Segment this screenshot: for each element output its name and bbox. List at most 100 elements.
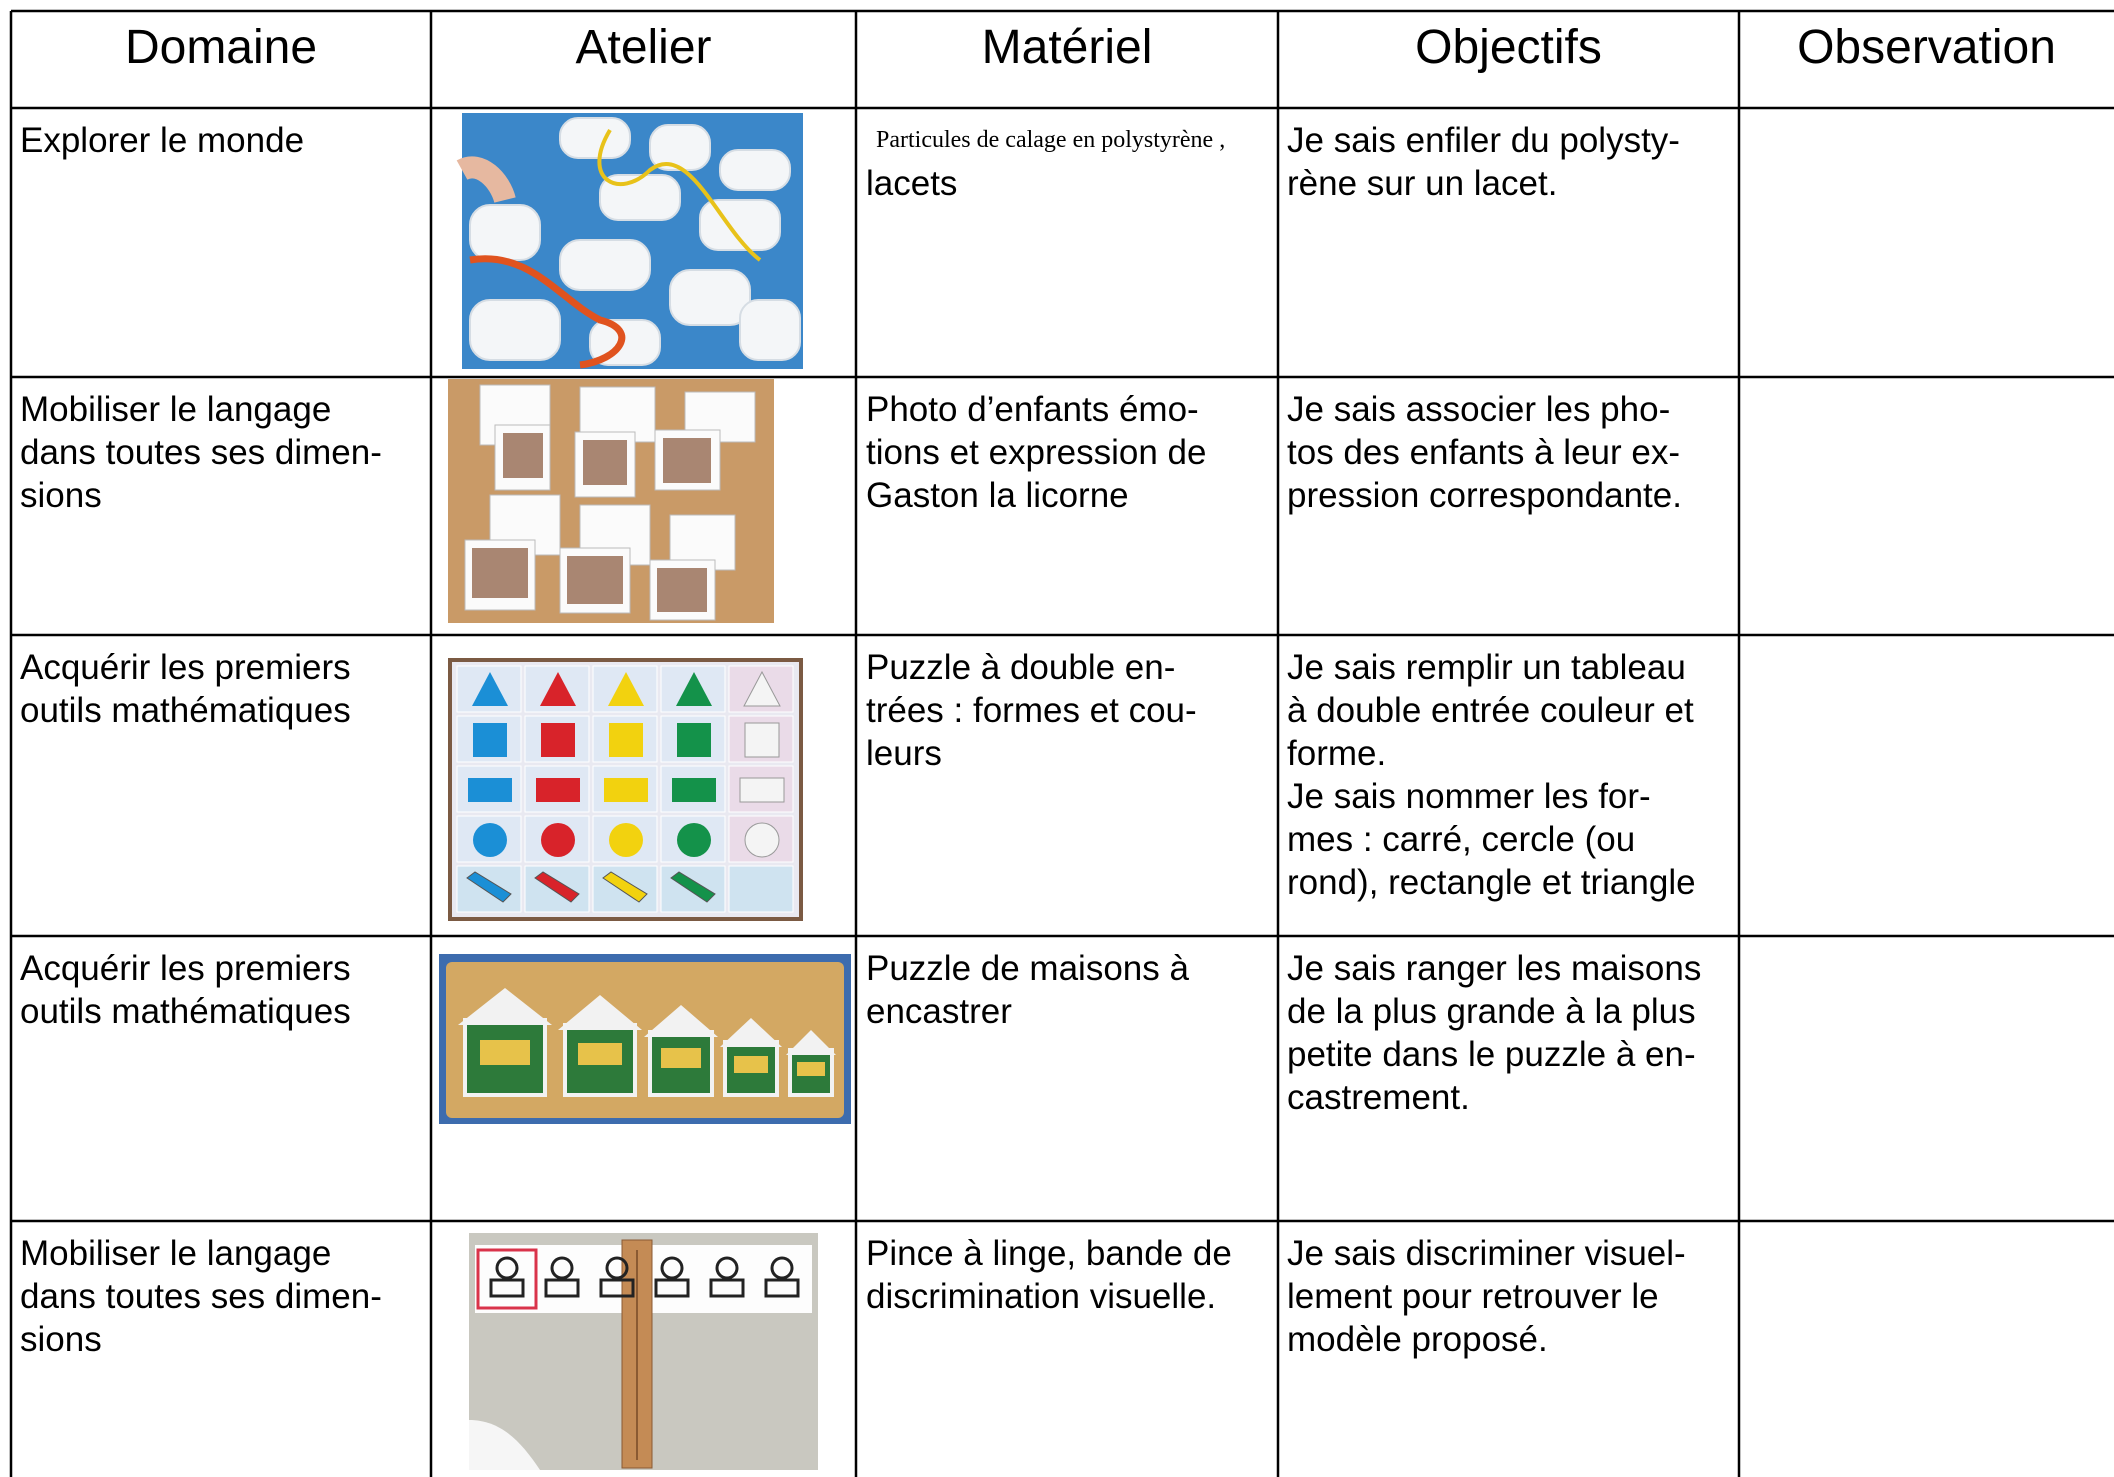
puzzle-shape — [676, 672, 712, 706]
puzzle-shape — [608, 672, 644, 706]
domaine-cell: Acquérir les premiers outils mathématique… — [20, 947, 351, 1033]
domaine-cell: Mobiliser le langage dans toutes ses dime… — [20, 1232, 382, 1361]
puzzle-shape — [728, 865, 794, 913]
puzzle-shape — [602, 871, 648, 903]
puzzle-shape — [744, 722, 780, 758]
puzzle-shape — [609, 823, 643, 857]
text-line: mes : carré, cercle (ou — [1287, 820, 1636, 859]
objectifs-cell: Je sais ranger les maisons de la plus gra… — [1287, 947, 1701, 1119]
text-line: Je sais enfiler du polysty- — [1287, 121, 1680, 160]
objectifs-cell: Je sais remplir un tableau à double entré… — [1287, 646, 1696, 904]
text-line: Je sais discriminer visuel- — [1287, 1234, 1686, 1273]
text-line: Acquérir les premiers — [20, 648, 351, 687]
puzzle-shape — [468, 778, 512, 802]
text-line: Particules de calage en polystyrène , — [876, 127, 1226, 153]
puzzle-shape — [604, 778, 648, 802]
text-line: à double entrée couleur et — [1287, 691, 1694, 730]
text-line: pression correspondante. — [1287, 476, 1682, 515]
puzzle-shape — [536, 778, 580, 802]
text-line: dans toutes ses dimen- — [20, 433, 382, 472]
puzzle-shape — [677, 723, 711, 757]
puzzle-shape — [466, 871, 512, 903]
text-line: rène sur un lacet. — [1287, 164, 1558, 203]
text-line: lacets — [866, 164, 958, 203]
text-line: Je sais ranger les maisons — [1287, 949, 1702, 988]
photo-houses — [439, 954, 851, 1124]
text-line: outils mathématiques — [20, 691, 351, 730]
puzzle-shape — [489, 1278, 525, 1298]
header-cell: Domaine — [124, 21, 318, 74]
text-line: dans toutes ses dimen- — [20, 1277, 382, 1316]
domaine-cell: Mobiliser le langage dans toutes ses dime… — [20, 388, 382, 517]
text-line: Je sais remplir un tableau — [1287, 648, 1686, 687]
puzzle-shape — [672, 778, 716, 802]
text-line: Photo d’enfants émo- — [866, 390, 1199, 429]
text-line: lement pour retrouver le — [1287, 1277, 1659, 1316]
text-line: discrimination visuelle. — [866, 1277, 1217, 1316]
puzzle-shape — [592, 865, 658, 913]
puzzle-shape — [709, 1278, 745, 1298]
text-line: rond), rectangle et triangle — [1287, 863, 1696, 902]
puzzle-shape — [654, 1278, 690, 1298]
puzzle-shape — [550, 1256, 574, 1280]
puzzle-shape — [495, 1256, 519, 1280]
text-line: forme. — [1287, 734, 1387, 773]
materiel-cell: Particules de calage en polystyrène , lac… — [866, 119, 1225, 205]
puzzle-shape — [744, 822, 780, 858]
puzzle-shape — [715, 1256, 739, 1280]
objectifs-cell: Je sais associer les pho-tos des enfants… — [1287, 388, 1682, 517]
text-line: Gaston la licorne — [866, 476, 1129, 515]
text-line: Acquérir les premiers — [20, 949, 351, 988]
text-line: Explorer le monde — [20, 121, 305, 160]
materiel-cell: Puzzle de maisons à encastrer — [866, 947, 1189, 1033]
photo-double-entry — [448, 658, 803, 921]
puzzle-shape — [764, 1278, 800, 1298]
text-line: Mobiliser le langage — [20, 390, 332, 429]
puzzle-shape — [605, 1256, 629, 1280]
header-cell: Matériel — [981, 21, 1153, 74]
text-line: encastrer — [866, 992, 1012, 1031]
text-line: sions — [20, 1320, 102, 1359]
puzzle-shape — [524, 865, 590, 913]
text-line: trées : formes et cou- — [866, 691, 1197, 730]
text-line: petite dans le puzzle à en- — [1287, 1035, 1696, 1074]
text-line: outils mathématiques — [20, 992, 351, 1031]
text-line: Je sais associer les pho- — [1287, 390, 1671, 429]
header-cell: Objectifs — [1415, 21, 1602, 74]
text-line: modèle proposé. — [1287, 1320, 1548, 1359]
header-cell: Observation — [1797, 21, 2056, 74]
text-line: Je sais nommer les for- — [1287, 777, 1651, 816]
puzzle-shape — [770, 1256, 794, 1280]
puzzle-shape — [739, 777, 785, 803]
text-line: sions — [20, 476, 102, 515]
text-line: tos des enfants à leur ex- — [1287, 433, 1680, 472]
text-line: leurs — [866, 734, 942, 773]
objectifs-cell: Je sais discriminer visuel-lement pour r… — [1287, 1232, 1686, 1361]
puzzle-shape — [743, 670, 781, 707]
puzzle-shape — [473, 823, 507, 857]
text-line: de la plus grande à la plus — [1287, 992, 1696, 1031]
puzzle-shape — [544, 1278, 580, 1298]
text-line: Puzzle à double en- — [866, 648, 1176, 687]
photo-emotions — [448, 379, 774, 623]
puzzle-shape — [540, 672, 576, 706]
puzzle-shape — [473, 723, 507, 757]
text-line: Mobiliser le langage — [20, 1234, 332, 1273]
header-cell: Atelier — [575, 21, 712, 74]
domaine-cell: Explorer le monde — [20, 119, 304, 162]
puzzle-shape — [534, 871, 580, 903]
photo-polystyrene — [456, 113, 803, 369]
materiel-cell: Photo d’enfants émo-tions et expression … — [866, 388, 1206, 517]
puzzle-shape — [677, 823, 711, 857]
text-line: tions et expression de — [866, 433, 1207, 472]
objectifs-cell: Je sais enfiler du polysty-rène sur un l… — [1287, 119, 1680, 205]
puzzle-shape — [599, 1278, 635, 1298]
puzzle-shape — [670, 871, 716, 903]
text-line: Pince à linge, bande de — [866, 1234, 1232, 1273]
grid — [9, 9, 2114, 1477]
photo-clothespin — [469, 1233, 818, 1470]
puzzle-shape — [609, 723, 643, 757]
domaine-cell: Acquérir les premiers outils mathématique… — [20, 646, 351, 732]
